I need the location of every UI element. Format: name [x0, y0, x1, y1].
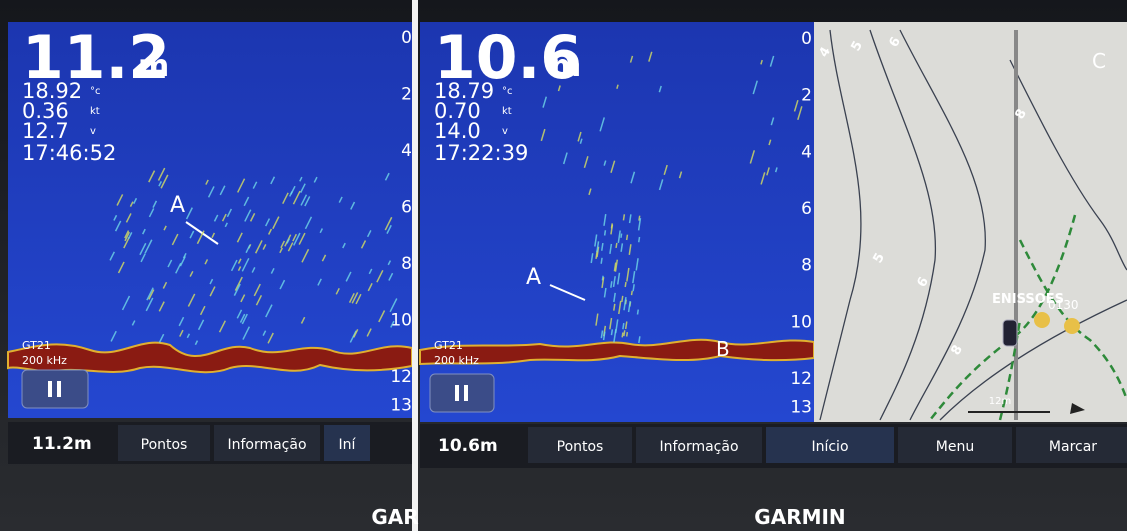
- sonar-return: [616, 243, 617, 248]
- brand: GAR: [371, 505, 418, 529]
- menu-item: Informação: [227, 437, 306, 453]
- time: 17:22:39: [434, 141, 528, 165]
- sonar-return: [639, 336, 640, 343]
- pause-icon: [455, 385, 459, 401]
- readout-unit: v: [502, 126, 508, 137]
- waypoint[interactable]: [1034, 312, 1050, 328]
- depth-unit: m: [550, 49, 581, 84]
- annotation: A: [526, 265, 541, 290]
- annotation: B: [716, 337, 730, 361]
- depth-scale-label: 2: [801, 86, 812, 106]
- menu-item: Pontos: [141, 437, 188, 453]
- depth-scale-label: 13: [390, 395, 412, 415]
- depth-scale-label: 12: [790, 369, 812, 389]
- sonar-return: [614, 304, 615, 311]
- sonar-return: [605, 230, 606, 235]
- menu-item: Marcar: [1049, 439, 1097, 455]
- depth-scale-label: 8: [801, 256, 812, 276]
- depth-scale-label: 6: [401, 198, 412, 218]
- sonar-return: [624, 330, 625, 336]
- time: 17:46:52: [22, 141, 116, 165]
- sonar-return: [621, 234, 622, 238]
- sonar-return: [601, 258, 602, 264]
- frequency: 200 kHz: [22, 354, 67, 367]
- sonar-return: [623, 323, 624, 329]
- readout-unit: °c: [90, 86, 101, 97]
- transducer: GT21: [22, 339, 51, 352]
- pause-icon: [48, 381, 52, 397]
- sonar-return: [623, 214, 624, 220]
- map-scale: 12m: [989, 396, 1011, 407]
- depth-scale-label: 4: [801, 142, 812, 162]
- sonar-return: [611, 281, 612, 287]
- depth-scale-label: 12: [390, 367, 412, 387]
- depth-scale-label: 13: [790, 397, 812, 417]
- readout-unit: °c: [502, 86, 513, 97]
- menu-item: Menu: [936, 439, 974, 455]
- depth-scale-label: 8: [401, 254, 412, 274]
- sonar-return: [622, 296, 623, 302]
- depth-scale-label: 6: [801, 199, 812, 219]
- readout-unit: kt: [502, 106, 512, 117]
- depth-scale-label: 10: [390, 311, 412, 331]
- readout-value: 14.0: [434, 119, 481, 143]
- map-code: 0130: [1048, 298, 1079, 312]
- pause-icon: [464, 385, 468, 401]
- sonar-return: [611, 223, 612, 228]
- menu-item: Pontos: [557, 439, 604, 455]
- readout-value: 12.7: [22, 119, 69, 143]
- sonar-return: [627, 235, 628, 240]
- annotation: A: [170, 193, 185, 218]
- menu-item: Iní: [339, 437, 357, 453]
- waypoint[interactable]: [1064, 318, 1080, 334]
- brand: GARMIN: [754, 505, 845, 529]
- sonar-return: [632, 291, 633, 295]
- depth-scale-label: 4: [401, 141, 412, 161]
- menu-item: 10.6m: [438, 436, 498, 456]
- pause-icon: [57, 381, 61, 397]
- depth-unit: m: [138, 49, 169, 84]
- readout-unit: v: [90, 126, 96, 137]
- boat-icon: [1003, 320, 1017, 346]
- frequency: 200 kHz: [434, 354, 479, 367]
- depth-scale-label: 10: [790, 312, 812, 332]
- transducer: GT21: [434, 339, 463, 352]
- map-label: C: [1092, 49, 1106, 73]
- sonar-return: [639, 237, 640, 242]
- pause-button[interactable]: [430, 374, 494, 412]
- page: 11.2m18.92°c0.36kt12.7v17:46:52024681012…: [0, 0, 1127, 531]
- depth-scale-label: 0: [401, 28, 412, 48]
- depth-scale-label: 0: [801, 29, 812, 49]
- menu-item: 11.2m: [32, 434, 92, 454]
- sonar-return: [627, 332, 628, 336]
- photo: 11.2m18.92°c0.36kt12.7v17:46:52024681012…: [0, 0, 1127, 531]
- sonar-return: [633, 284, 634, 291]
- sonar-return: [625, 282, 626, 287]
- sonar-return: [638, 310, 639, 315]
- divider: [412, 0, 418, 531]
- sonar-return: [611, 329, 612, 335]
- menu-item: Informação: [659, 439, 738, 455]
- readout-unit: kt: [90, 106, 100, 117]
- sonar-return: [622, 332, 623, 337]
- menu-item: Início: [811, 439, 848, 455]
- pause-button[interactable]: [22, 370, 88, 408]
- depth-scale-label: 2: [401, 85, 412, 105]
